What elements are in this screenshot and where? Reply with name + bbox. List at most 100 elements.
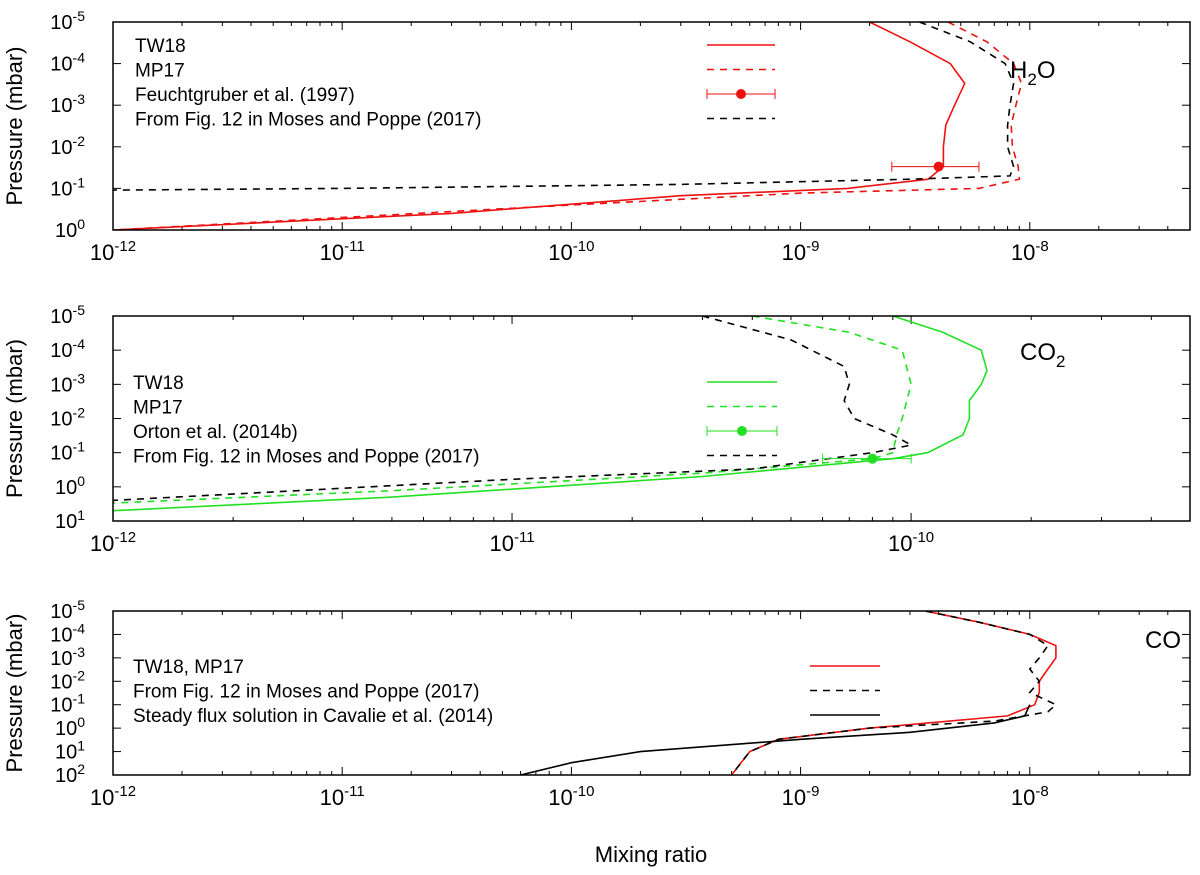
x-tick-base: 10 xyxy=(90,531,114,556)
x-tick-label: 10-9 xyxy=(782,783,820,810)
legend-label: Orton et al. (2014b) xyxy=(133,422,298,443)
x-tick-base: 10 xyxy=(320,240,344,265)
y-tick-label: 10-2 xyxy=(50,133,85,159)
plot-area xyxy=(520,611,1058,775)
x-tick-label: 10-11 xyxy=(490,529,535,556)
x-axis-label: Mixing ratio xyxy=(595,842,707,867)
y-axis-label: Pressure (mbar) xyxy=(2,614,27,773)
y-tick-exponent: -1 xyxy=(73,439,86,455)
legend-label: TW18, MP17 xyxy=(133,657,244,678)
x-tick-exponent: -9 xyxy=(806,783,819,800)
series-line xyxy=(113,22,966,230)
y-tick-label: 10-4 xyxy=(50,336,85,362)
y-tick-base: 10 xyxy=(50,624,72,646)
legend-label: MP17 xyxy=(133,398,183,419)
legend: TW18, MP17 From Fig. 12 in Moses and Popp… xyxy=(133,657,880,727)
y-tick-base: 10 xyxy=(50,374,72,396)
x-tick-exponent: -10 xyxy=(573,238,595,255)
y-tick-base: 10 xyxy=(50,601,72,623)
y-tick-exponent: 0 xyxy=(77,714,85,730)
x-tick-base: 10 xyxy=(490,531,514,556)
species-label: H2O xyxy=(1010,57,1055,89)
x-tick-base: 10 xyxy=(90,785,114,810)
y-tick-base: 10 xyxy=(50,306,72,328)
x-tick-label: 10-10 xyxy=(888,529,934,556)
legend-label: TW18 xyxy=(135,36,186,57)
series-line xyxy=(730,611,1058,775)
y-tick-base: 10 xyxy=(50,695,72,717)
x-tick-exponent: -8 xyxy=(1035,238,1048,255)
x-tick-exponent: -8 xyxy=(1035,783,1048,800)
x-tick-label: 10-8 xyxy=(1011,238,1049,265)
x-tick-exponent: -9 xyxy=(806,238,819,255)
y-tick-label: 100 xyxy=(55,473,85,499)
x-tick-base: 10 xyxy=(320,785,344,810)
y-tick-label: 101 xyxy=(55,507,85,533)
species-label: CO2 xyxy=(1020,339,1065,371)
y-tick-exponent: 1 xyxy=(77,507,85,523)
y-tick-base: 10 xyxy=(50,443,72,465)
x-tick-label: 10-10 xyxy=(548,783,594,810)
y-tick-label: 10-5 xyxy=(50,8,85,34)
y-tick-base: 10 xyxy=(50,409,72,431)
species-subscript: 2 xyxy=(1027,70,1036,89)
plot-frame xyxy=(112,315,1191,522)
series-line xyxy=(113,316,988,512)
species-subscript: 2 xyxy=(1056,352,1065,371)
x-tick-label: 10-12 xyxy=(90,529,136,556)
y-tick-base: 10 xyxy=(55,718,77,740)
x-tick-exponent: -11 xyxy=(344,238,365,255)
series-line xyxy=(113,22,1023,230)
x-tick-base: 10 xyxy=(888,531,912,556)
legend-label: Steady flux solution in Cavalie et al. (… xyxy=(133,706,493,727)
legend-label: From Fig. 12 in Moses and Poppe (2017) xyxy=(133,682,479,703)
x-tick-base: 10 xyxy=(1011,785,1035,810)
y-tick-base: 10 xyxy=(50,95,72,117)
y-tick-base: 10 xyxy=(50,671,72,693)
y-tick-exponent: -5 xyxy=(73,597,86,613)
plot-area xyxy=(113,22,1023,230)
x-tick-label: 10-12 xyxy=(90,783,136,810)
x-tick-exponent: -12 xyxy=(114,529,136,546)
y-tick-exponent: 2 xyxy=(77,761,85,777)
x-tick-exponent: -11 xyxy=(344,783,365,800)
y-tick-exponent: -5 xyxy=(73,302,86,318)
x-tick-label: 10-10 xyxy=(548,238,594,265)
species-tail: O xyxy=(1037,57,1056,84)
legend-label: Feuchtgruber et al. (1997) xyxy=(135,85,355,106)
legend: TW18 MP17 Feuchtgruber et al. (1997) From F… xyxy=(135,36,776,131)
x-tick-label: 10-11 xyxy=(320,238,365,265)
panel-3: 10-12 10-11 10-10 10-9 10-810-510-410-310-21… xyxy=(2,597,1191,810)
y-tick-exponent: -5 xyxy=(73,8,86,24)
y-tick-exponent: 1 xyxy=(77,738,85,754)
x-tick-label: 10-12 xyxy=(90,238,136,265)
observation-point xyxy=(867,453,878,464)
y-tick-base: 10 xyxy=(55,765,77,787)
y-tick-label: 10-3 xyxy=(50,644,85,670)
y-tick-label: 10-4 xyxy=(50,50,85,76)
y-tick-label: 10-5 xyxy=(50,597,85,623)
legend: TW18 MP17 Orton et al. (2014b) From Fig. 12… xyxy=(133,373,778,468)
y-tick-label: 10-1 xyxy=(50,174,85,200)
y-tick-exponent: -3 xyxy=(73,370,86,386)
x-tick-exponent: -12 xyxy=(114,238,136,255)
y-tick-exponent: -3 xyxy=(73,644,86,660)
plot-area xyxy=(113,316,988,512)
y-tick-label: 10-2 xyxy=(50,667,85,693)
y-tick-exponent: 0 xyxy=(77,473,85,489)
legend-label: MP17 xyxy=(135,61,185,82)
x-tick-exponent: -10 xyxy=(573,783,595,800)
legend-label: From Fig. 12 in Moses and Poppe (2017) xyxy=(133,447,479,468)
series-line xyxy=(520,704,1031,775)
legend-label: TW18 xyxy=(133,373,184,394)
x-tick-base: 10 xyxy=(1011,240,1035,265)
species-main: CO xyxy=(1020,339,1056,366)
species-main: H xyxy=(1010,57,1027,84)
series-line xyxy=(113,22,1015,191)
y-tick-base: 10 xyxy=(50,340,72,362)
legend-point xyxy=(737,426,747,436)
x-tick-base: 10 xyxy=(782,240,806,265)
y-axis-label: Pressure (mbar) xyxy=(2,47,27,206)
y-tick-base: 10 xyxy=(55,511,77,533)
